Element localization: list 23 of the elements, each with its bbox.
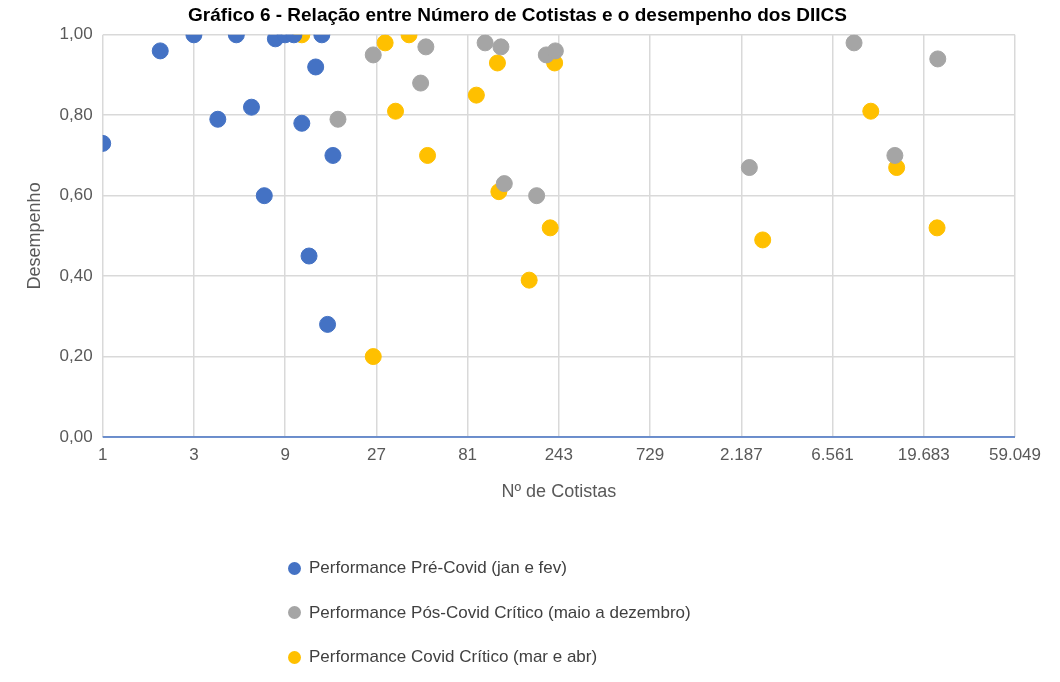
x-tick-label: 19.683 (897, 444, 950, 464)
legend-label: Performance Covid Crítico (mar e abr) (309, 647, 598, 668)
legend-label: Performance Pré-Covid (jan e fev) (309, 558, 567, 579)
x-tick-label: 27 (366, 444, 386, 464)
y-tick-label: 0,00 (59, 426, 93, 446)
x-tick-label: 81 (458, 444, 478, 464)
legend-label: Performance Pós-Covid Crítico (maio a dezembro) (309, 602, 691, 623)
x-tick-label: 3 (189, 444, 199, 464)
x-axis-title: Nº de Cotistas (501, 481, 617, 502)
x-tick-label: 243 (544, 444, 574, 464)
x-tick-label: 9 (280, 444, 290, 464)
x-tick-label: 6.561 (811, 444, 854, 464)
x-tick-label: 2.187 (720, 444, 763, 464)
y-tick-label: 0,60 (59, 185, 93, 205)
y-axis-title: Desempenho (23, 182, 44, 290)
y-tick-label: 1,00 (59, 24, 93, 44)
chart-title: Gráfico 6 - Relação entre Número de Cotistas e o desempenho dos DIICS (188, 3, 847, 25)
y-tick-label: 0,40 (59, 265, 93, 285)
y-tick-label: 0,80 (59, 104, 93, 124)
x-tick-label: 59.049 (989, 444, 1041, 464)
x-tick-label: 729 (635, 444, 665, 464)
y-tick-label: 0,20 (59, 346, 93, 366)
x-tick-label: 1 (97, 444, 108, 464)
